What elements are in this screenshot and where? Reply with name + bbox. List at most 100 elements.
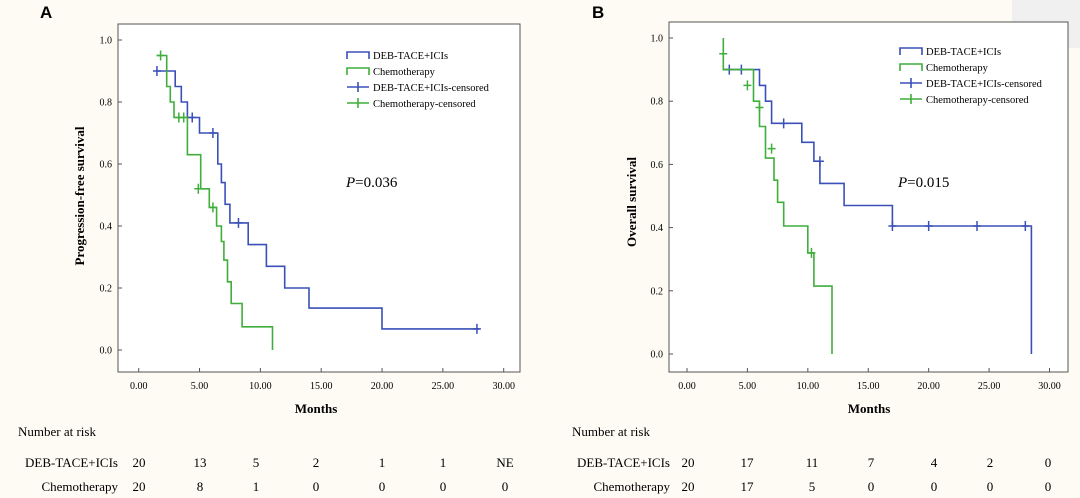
x-tick-label: 15.00 <box>857 381 880 392</box>
x-tick-label: 5.00 <box>739 381 757 392</box>
y-tick-label: 0.6 <box>651 160 664 171</box>
censor-mark <box>924 221 933 232</box>
risk-cell: 0 <box>931 479 938 494</box>
legend-label: Chemotherapy-censored <box>926 95 1029 106</box>
x-axis-title: Months <box>295 401 338 416</box>
legend-label: DEB-TACE+ICIs-censored <box>926 79 1043 90</box>
risk-cell: 7 <box>868 455 875 470</box>
x-tick-label: 10.00 <box>797 381 820 392</box>
censor-mark <box>815 156 824 167</box>
x-tick-label: 25.00 <box>978 381 1001 392</box>
x-tick-label: 0.00 <box>678 381 696 392</box>
legend-label: Chemotherapy <box>373 67 436 78</box>
y-tick-label: 0.4 <box>100 222 113 233</box>
chart-panel-a: A 0.0 0.2 0.4 0.6 0.8 1.0 0.00 5.00 10.00 15.00 20.… <box>18 3 521 494</box>
censor-mark <box>888 221 897 232</box>
x-tick-label: 0.00 <box>130 381 148 392</box>
p-value: P=0.015 <box>897 175 949 191</box>
risk-cell: 17 <box>741 455 755 470</box>
risk-cell: 17 <box>741 479 755 494</box>
y-tick-label: 0.8 <box>100 98 113 109</box>
censor-mark <box>767 143 776 154</box>
censor-mark <box>179 112 188 123</box>
y-tick-label: 0.0 <box>100 346 113 357</box>
risk-cell: 1 <box>253 479 260 494</box>
risk-cell: 1 <box>379 455 386 470</box>
y-tick-label: 0.6 <box>100 160 113 171</box>
panel-label: A <box>40 3 52 22</box>
legend: DEB-TACE+ICIs Chemotherapy DEB-TACE+ICIs-c… <box>346 51 490 110</box>
legend-swatch <box>346 67 370 75</box>
risk-cell: 0 <box>1045 479 1052 494</box>
plot-frame <box>117 23 521 373</box>
risk-cell: NE <box>496 455 513 470</box>
y-tick-label: 0.0 <box>651 350 664 361</box>
p-value: P=0.036 <box>345 175 398 191</box>
legend-label: DEB-TACE+ICIs-censored <box>373 83 490 94</box>
risk-cell: 20 <box>133 479 146 494</box>
x-tick-label: 5.00 <box>191 381 209 392</box>
risk-cell: 2 <box>987 455 994 470</box>
risk-cell: 20 <box>133 455 146 470</box>
risk-cell: 20 <box>682 479 695 494</box>
censor-mark <box>208 202 217 213</box>
legend-label: DEB-TACE+ICIs <box>373 51 448 62</box>
x-tick-label: 20.00 <box>917 381 940 392</box>
censor-mark <box>1021 221 1030 232</box>
y-tick-label: 0.8 <box>651 97 664 108</box>
risk-cell: 5 <box>253 455 260 470</box>
censor-mark <box>973 221 981 232</box>
censor-mark <box>156 50 165 61</box>
risk-cell: 0 <box>868 479 875 494</box>
censor-mark <box>719 48 728 59</box>
censor-mark <box>188 112 197 123</box>
censor-mark <box>472 323 481 334</box>
risk-table-title: Number at risk <box>18 424 96 439</box>
risk-cell: 0 <box>313 479 320 494</box>
risk-cell: 4 <box>931 455 938 470</box>
x-tick-label: 20.00 <box>371 381 394 392</box>
legend-swatch <box>899 63 923 71</box>
risk-row-label: DEB-TACE+ICIs <box>25 455 118 470</box>
censor-mark <box>208 128 217 138</box>
risk-cell: 1 <box>440 455 447 470</box>
risk-cell: 0 <box>440 479 447 494</box>
risk-cell: 8 <box>197 479 204 494</box>
series-line-deb-tace-icis <box>723 68 1033 354</box>
censor-mark <box>755 102 764 113</box>
risk-cell: 0 <box>502 479 509 494</box>
plot-frame <box>668 21 1069 373</box>
y-tick-label: 1.0 <box>100 36 113 47</box>
risk-row-label: Chemotherapy <box>41 479 118 494</box>
risk-cell: 2 <box>313 455 320 470</box>
censor-mark <box>807 247 816 258</box>
legend-label: Chemotherapy-censored <box>373 99 476 110</box>
risk-cell: 20 <box>682 455 695 470</box>
x-tick-label: 10.00 <box>249 381 272 392</box>
censor-mark <box>194 183 203 194</box>
panel-label: B <box>592 3 604 22</box>
legend-swatch <box>899 47 923 55</box>
risk-row-label: Chemotherapy <box>593 479 670 494</box>
censor-mark <box>743 80 752 91</box>
legend-label: DEB-TACE+ICIs <box>926 47 1001 58</box>
censor-mark <box>779 118 788 129</box>
y-axis-title: Progression-free survival <box>72 126 87 265</box>
y-tick-label: 1.0 <box>651 34 664 45</box>
x-tick-label: 30.00 <box>1038 381 1061 392</box>
x-tick-label: 15.00 <box>310 381 333 392</box>
legend-swatch <box>346 51 370 59</box>
x-tick-label: 30.00 <box>492 381 515 392</box>
risk-cell: 13 <box>194 455 207 470</box>
series-line-deb-tace-icis <box>156 70 480 330</box>
y-axis-title: Overall survival <box>624 157 639 247</box>
legend-label: Chemotherapy <box>926 63 989 74</box>
y-tick-label: 0.2 <box>651 286 664 297</box>
risk-cell: 11 <box>806 455 819 470</box>
risk-cell: 5 <box>809 479 816 494</box>
y-tick-label: 0.4 <box>651 223 664 234</box>
risk-cell: 0 <box>987 479 994 494</box>
x-axis-title: Months <box>848 401 891 416</box>
risk-table-title: Number at risk <box>572 424 650 439</box>
